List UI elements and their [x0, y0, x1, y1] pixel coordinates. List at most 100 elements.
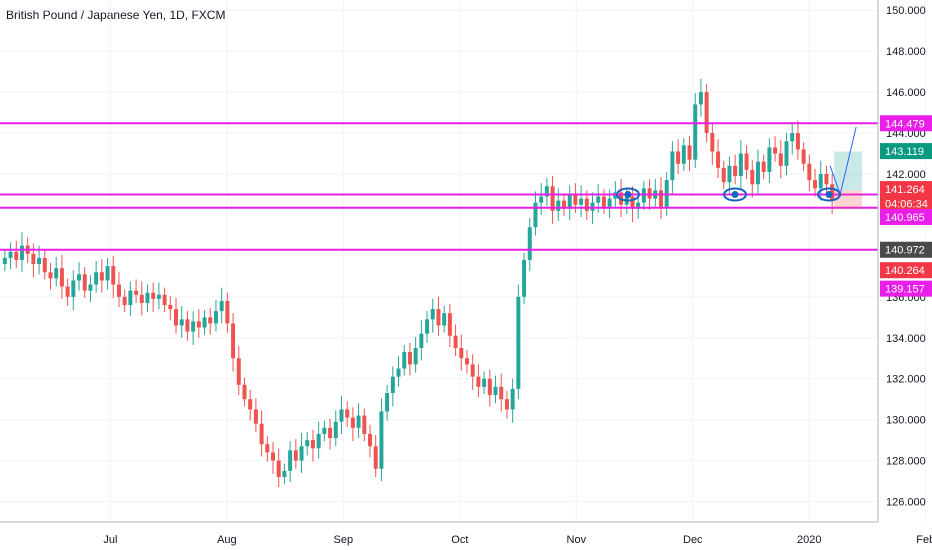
candle-body [470, 364, 475, 377]
candle-body [31, 253, 36, 265]
candle-body [641, 188, 646, 203]
candle-body [139, 294, 144, 303]
time-axis[interactable]: Jul Aug Sep Oct Nov Dec 2020 Feb [103, 534, 932, 546]
candle-body [510, 388, 515, 410]
x-tick-label: Sep [334, 534, 354, 546]
candle-body [322, 427, 327, 434]
candle-body [818, 174, 823, 189]
candle-body [356, 415, 361, 428]
candles [2, 78, 835, 488]
horizontal-lines [0, 122, 878, 251]
candle-body [156, 294, 161, 299]
candle-body [122, 296, 127, 306]
y-tick-label: 132.000 [886, 374, 926, 386]
candle-body [42, 257, 47, 273]
candle-body [373, 446, 378, 469]
candle-body [333, 421, 338, 439]
y-tick-label: 126.000 [886, 497, 926, 509]
candle-body [664, 180, 669, 207]
price-tag [880, 262, 932, 279]
candle-body [522, 259, 527, 297]
price-tag [880, 143, 932, 160]
candle-body [88, 284, 93, 291]
price-tag-label: 143.119 [885, 146, 924, 158]
candle-body [476, 376, 481, 387]
candle-body [413, 348, 418, 365]
candle-body [293, 450, 298, 461]
price-tag-label: 139.157 [885, 284, 925, 296]
x-tick-label: Aug [217, 534, 237, 546]
candle-body [328, 427, 333, 439]
price-tag [880, 208, 932, 225]
price-tag-label: 144.479 [885, 118, 925, 130]
candle-body [596, 196, 601, 203]
candle-body [459, 348, 464, 359]
y-tick-label: 146.000 [886, 87, 926, 99]
x-tick-label: Oct [451, 534, 468, 546]
price-tag [880, 280, 932, 297]
candle-body [727, 165, 732, 183]
candle-body [670, 151, 675, 181]
candle-body [71, 280, 76, 297]
candle-body [2, 257, 7, 265]
candle-body [253, 409, 258, 424]
candle-body [442, 313, 447, 326]
price-tag [880, 241, 932, 258]
candle-body [116, 284, 121, 297]
candle-body [191, 321, 196, 332]
candle-body [676, 151, 681, 164]
candle-body [248, 399, 253, 410]
candle-body [590, 202, 595, 211]
candle-body [94, 272, 99, 285]
price-tag-label: 141.264 [885, 184, 925, 196]
candle-body [527, 227, 532, 260]
candle-body [48, 272, 53, 279]
candle-body [310, 440, 315, 449]
candle-body [647, 188, 652, 199]
candle-body [407, 352, 412, 365]
candle-body [504, 399, 509, 410]
candle-body [271, 452, 276, 461]
candle-body [385, 393, 390, 412]
candle-body [174, 309, 179, 326]
candle-body [716, 151, 721, 168]
candle-body [539, 196, 544, 203]
candle-body [396, 368, 401, 377]
grid [0, 0, 927, 522]
candle-body [231, 323, 236, 359]
candle-body [219, 300, 224, 312]
candle-body [145, 292, 150, 303]
price-axis[interactable]: 150.000148.000146.000144.000142.000136.0… [886, 5, 926, 508]
price-tag-label: 04:06:34 [885, 199, 928, 211]
candle-body [316, 433, 321, 449]
candle-body [584, 198, 589, 211]
candle-body [225, 300, 230, 324]
candle-body [493, 386, 498, 396]
candle-body [721, 167, 726, 183]
candle-body [767, 147, 772, 172]
candle-body [681, 145, 686, 164]
candle-body [59, 268, 64, 287]
candle-body [613, 192, 618, 199]
candle-body [288, 450, 293, 471]
price-tag [880, 195, 932, 212]
candle-body [8, 251, 13, 258]
candle-body [813, 180, 818, 189]
candle-body [425, 319, 430, 334]
candle-body [607, 198, 612, 207]
candle-body [698, 92, 703, 105]
candle-body [761, 161, 766, 172]
candle-body [750, 169, 755, 185]
candle-body [544, 186, 549, 197]
candle-body [213, 311, 218, 324]
x-tick-label: 2020 [797, 534, 821, 546]
candle-body [778, 153, 783, 166]
y-tick-label: 134.000 [886, 333, 926, 345]
candle-body [151, 292, 156, 299]
x-tick-label: Jul [103, 534, 117, 546]
candle-body [162, 294, 167, 306]
candle-body [362, 415, 367, 434]
candle-body [82, 274, 87, 291]
candle-body [368, 433, 373, 447]
